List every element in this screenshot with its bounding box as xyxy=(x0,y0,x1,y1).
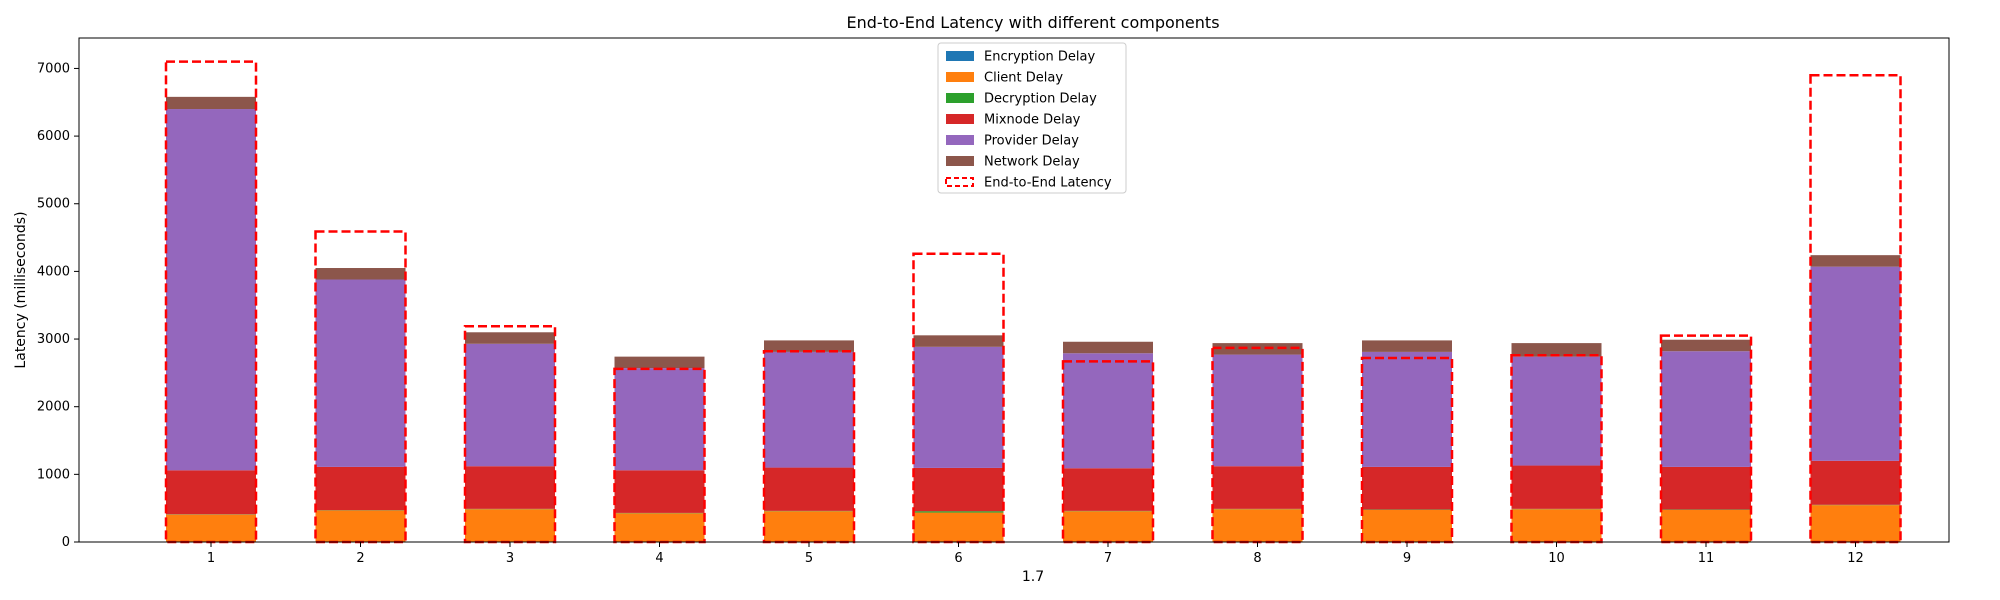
bar-segment-network-delay-10 xyxy=(1511,343,1602,357)
end-to-end-outline-10 xyxy=(1510,354,1603,544)
x-tick-label-10: 10 xyxy=(1548,551,1565,566)
legend: Encryption Delay Client Delay Decryption D… xyxy=(937,42,1127,194)
x-tick-label-4: 4 xyxy=(655,551,663,566)
y-tick-label-4000: 4000 xyxy=(37,264,70,279)
bar-segment-provider-delay-7 xyxy=(1063,353,1153,469)
bar-segment-client-delay-9 xyxy=(1362,509,1452,542)
bar-segment-network-delay-4 xyxy=(614,356,705,369)
bar-segment-provider-delay-10 xyxy=(1511,356,1602,466)
y-tick-label-7000: 7000 xyxy=(37,61,70,76)
x-tick-label-8: 8 xyxy=(1253,551,1261,566)
y-axis-title: Latency (milliseconds) xyxy=(13,211,29,368)
y-tick-label-5000: 5000 xyxy=(37,197,70,212)
bar-segment-network-delay-5 xyxy=(764,340,854,352)
bar-segment-mixnode-delay-6 xyxy=(913,467,1004,512)
bar-segment-provider-delay-8 xyxy=(1212,354,1303,467)
bar-segment-network-delay-9 xyxy=(1362,340,1452,352)
bar-segment-provider-delay-9 xyxy=(1362,351,1452,467)
x-axis: 1 2 3 4 5 6 7 8 9 10 11 12 xyxy=(207,542,1864,566)
bar-segment-client-delay-8 xyxy=(1212,509,1303,542)
bar-segment-mixnode-delay-10 xyxy=(1511,465,1602,509)
x-tick-label-11: 11 xyxy=(1698,551,1715,566)
bar-segment-provider-delay-1 xyxy=(166,109,256,471)
legend-swatch-encryption-delay xyxy=(946,51,974,61)
bar-segment-mixnode-delay-11 xyxy=(1661,466,1751,510)
x-tick-label-3: 3 xyxy=(506,551,514,566)
x-tick-label-12: 12 xyxy=(1847,551,1864,566)
plot-frame xyxy=(78,37,1950,543)
bar-segment-client-delay-4 xyxy=(614,513,705,542)
bar-segment-client-delay-3 xyxy=(465,509,555,542)
legend-swatch-end-to-end-latency xyxy=(945,177,974,187)
legend-label-encryption-delay: Encryption Delay xyxy=(984,50,1096,65)
bar-segment-network-delay-2 xyxy=(315,268,406,280)
x-tick-label-1: 1 xyxy=(207,551,215,566)
x-tick-label-6: 6 xyxy=(954,551,962,566)
bar-segment-client-delay-1 xyxy=(166,514,256,542)
legend-swatch-mixnode-delay xyxy=(946,114,974,124)
bar-segment-client-delay-5 xyxy=(764,511,854,542)
x-tick-label-5: 5 xyxy=(805,551,813,566)
legend-swatch-client-delay xyxy=(946,72,974,82)
legend-label-provider-delay: Provider Delay xyxy=(984,134,1079,149)
bar-segment-mixnode-delay-4 xyxy=(614,470,705,513)
bar-segment-client-delay-7 xyxy=(1063,511,1153,542)
legend-label-mixnode-delay: Mixnode Delay xyxy=(984,113,1081,128)
bar-segment-network-delay-1 xyxy=(166,96,256,110)
x-tick-label-7: 7 xyxy=(1104,551,1112,566)
x-axis-title: 1.7 xyxy=(1022,569,1044,585)
bar-segment-mixnode-delay-12 xyxy=(1810,460,1901,505)
y-tick-label-2000: 2000 xyxy=(37,400,70,415)
y-tick-label-1000: 1000 xyxy=(37,467,70,482)
bar-segment-client-delay-2 xyxy=(315,510,406,542)
bar-segment-provider-delay-11 xyxy=(1661,351,1751,467)
y-tick-label-6000: 6000 xyxy=(37,129,70,144)
legend-label-decryption-delay: Decryption Delay xyxy=(984,92,1097,107)
legend-box xyxy=(937,42,1127,194)
bar-segment-mixnode-delay-8 xyxy=(1212,466,1303,509)
x-tick-label-9: 9 xyxy=(1403,551,1411,566)
chart-title: End-to-End Latency with different compon… xyxy=(846,13,1219,32)
bar-segment-network-delay-6 xyxy=(913,335,1004,347)
bar-segment-provider-delay-12 xyxy=(1810,266,1901,461)
bar-segment-client-delay-6 xyxy=(913,512,1004,542)
legend-swatch-decryption-delay xyxy=(946,93,974,103)
y-axis: 0 1000 2000 3000 4000 5000 6000 7000 xyxy=(37,61,79,550)
bar-segment-network-delay-3 xyxy=(465,332,555,344)
bar-segment-provider-delay-3 xyxy=(465,343,555,467)
legend-label-end-to-end-latency: End-to-End Latency xyxy=(984,176,1112,191)
bar-segment-mixnode-delay-2 xyxy=(315,466,406,511)
bar-segment-client-delay-12 xyxy=(1810,505,1901,542)
bar-segment-network-delay-12 xyxy=(1810,255,1901,267)
x-tick-label-2: 2 xyxy=(356,551,364,566)
bar-segment-mixnode-delay-1 xyxy=(166,470,256,515)
bar-segment-network-delay-7 xyxy=(1063,341,1153,354)
bar-segment-provider-delay-5 xyxy=(764,351,854,468)
bar-segment-decryption-delay-6 xyxy=(913,511,1004,513)
bar-segment-network-delay-11 xyxy=(1661,339,1751,352)
legend-swatch-provider-delay xyxy=(946,135,974,145)
bar-segment-client-delay-11 xyxy=(1661,509,1751,542)
bars-layer xyxy=(166,96,1901,542)
bar-segment-mixnode-delay-7 xyxy=(1063,468,1153,511)
end-to-end-outline-4 xyxy=(613,367,706,544)
bar-segment-mixnode-delay-3 xyxy=(465,466,555,509)
bar-segment-provider-delay-6 xyxy=(913,346,1004,468)
bar-segment-mixnode-delay-9 xyxy=(1362,466,1452,510)
bar-segment-provider-delay-4 xyxy=(614,368,705,471)
bar-segment-client-delay-10 xyxy=(1511,509,1602,542)
y-tick-label-3000: 3000 xyxy=(37,332,70,347)
legend-swatch-network-delay xyxy=(946,156,974,166)
end-to-end-outline-3 xyxy=(463,324,557,544)
legend-label-client-delay: Client Delay xyxy=(984,71,1063,86)
bar-segment-mixnode-delay-5 xyxy=(764,467,854,511)
legend-label-network-delay: Network Delay xyxy=(984,155,1080,170)
y-tick-label-0: 0 xyxy=(62,535,70,550)
bar-segment-provider-delay-2 xyxy=(315,279,406,467)
